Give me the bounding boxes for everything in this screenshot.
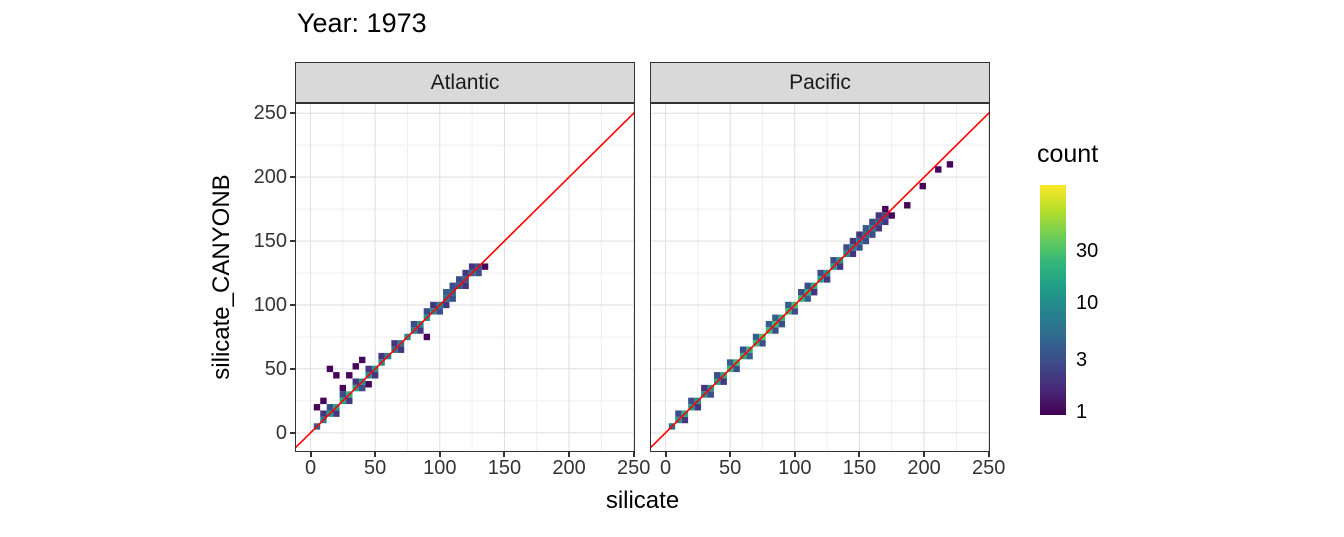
y-tick-mark bbox=[290, 367, 295, 370]
x-tick-label: 0 bbox=[659, 457, 672, 479]
x-tick-label: 200 bbox=[552, 457, 586, 479]
x-tick-label: 150 bbox=[842, 457, 877, 479]
x-tick-label: 0 bbox=[304, 457, 317, 479]
y-tick-label: 100 bbox=[253, 293, 287, 316]
y-tick-mark bbox=[290, 303, 295, 306]
x-tick-mark bbox=[438, 452, 441, 457]
x-tick-mark bbox=[503, 452, 506, 457]
x-tick-label: 50 bbox=[364, 457, 387, 479]
x-tick-mark bbox=[374, 452, 377, 457]
x-tick-label: 200 bbox=[907, 457, 941, 479]
legend-tick-label: 10 bbox=[1076, 291, 1099, 314]
x-tick-mark bbox=[664, 452, 667, 457]
x-tick-label: 250 bbox=[972, 457, 1006, 479]
x-tick-mark bbox=[987, 452, 990, 457]
legend-title: count bbox=[1037, 140, 1099, 168]
x-tick-mark bbox=[632, 452, 635, 457]
x-tick-mark bbox=[309, 452, 312, 457]
y-tick-mark bbox=[290, 431, 295, 434]
legend-tick-label: 30 bbox=[1076, 239, 1099, 262]
x-tick-mark bbox=[568, 452, 571, 457]
x-tick-mark bbox=[793, 452, 796, 457]
facet-strip-pacific: Pacific bbox=[650, 62, 990, 103]
y-tick-mark bbox=[290, 112, 295, 115]
y-tick-label: 0 bbox=[275, 421, 287, 444]
x-tick-label: 100 bbox=[778, 457, 812, 479]
x-tick-mark bbox=[858, 452, 861, 457]
panel-pacific bbox=[650, 103, 990, 452]
facet-label-pacific: Pacific bbox=[789, 70, 851, 94]
x-tick-label: 100 bbox=[423, 457, 457, 479]
y-tick-mark bbox=[290, 176, 295, 179]
x-tick-mark bbox=[923, 452, 926, 457]
chart-title: Year: 1973 bbox=[297, 8, 427, 38]
legend-tick-label: 1 bbox=[1076, 400, 1088, 423]
legend-tick-label: 3 bbox=[1076, 348, 1088, 371]
y-tick-label: 250 bbox=[253, 102, 287, 125]
y-tick-label: 150 bbox=[253, 230, 287, 253]
legend-colorbar bbox=[1040, 185, 1066, 415]
x-tick-label: 150 bbox=[487, 457, 522, 479]
y-tick-mark bbox=[290, 240, 295, 243]
x-tick-label: 50 bbox=[719, 457, 742, 479]
y-axis-title: silicate_CANYONB bbox=[208, 174, 235, 380]
y-tick-label: 50 bbox=[264, 357, 287, 380]
x-axis-title: silicate bbox=[605, 487, 680, 514]
x-tick-label: 250 bbox=[617, 457, 651, 479]
facet-label-atlantic: Atlantic bbox=[430, 70, 500, 94]
y-tick-label: 200 bbox=[253, 166, 287, 189]
x-tick-mark bbox=[729, 452, 732, 457]
facet-strip-atlantic: Atlantic bbox=[295, 62, 635, 103]
panel-atlantic bbox=[295, 103, 635, 452]
